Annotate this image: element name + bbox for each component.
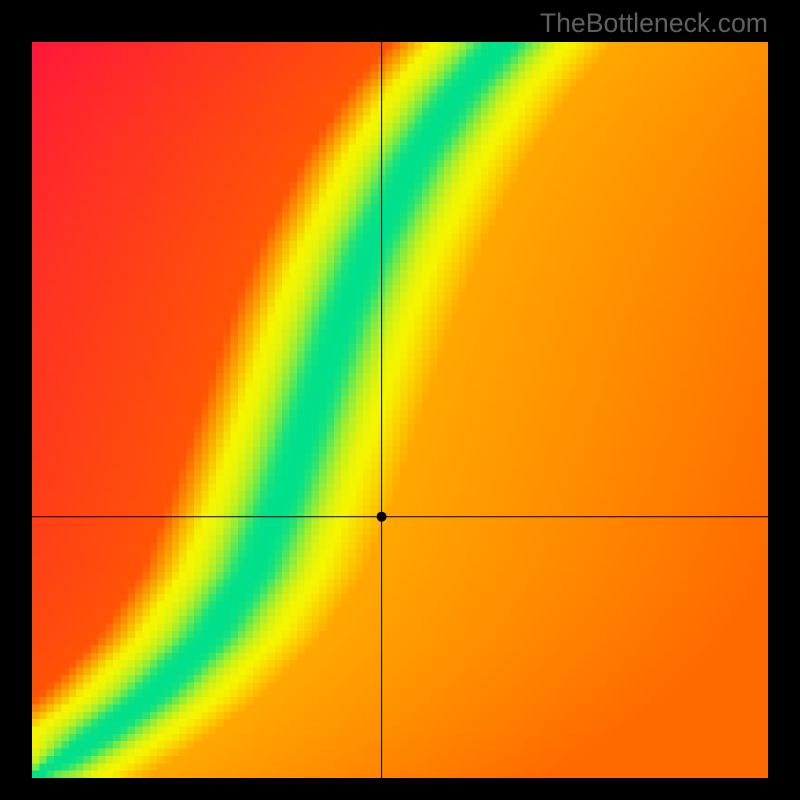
chart-container: TheBottleneck.com <box>0 0 800 800</box>
bottleneck-heatmap <box>32 42 768 778</box>
watermark-text: TheBottleneck.com <box>540 8 768 39</box>
